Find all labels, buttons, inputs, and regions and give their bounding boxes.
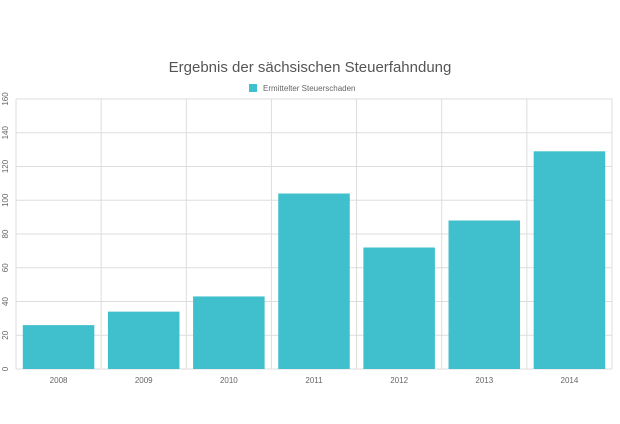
y-tick-label: 100 bbox=[1, 193, 10, 207]
y-tick-label: 80 bbox=[1, 229, 10, 238]
bar bbox=[107, 311, 180, 369]
chart-title: Ergebnis der sächsischen Steuerfahndung bbox=[169, 59, 452, 76]
legend-swatch bbox=[249, 84, 257, 92]
bar bbox=[278, 193, 350, 369]
x-tick-label: 2012 bbox=[390, 376, 408, 385]
y-tick-label: 40 bbox=[1, 297, 10, 306]
y-tick-label: 120 bbox=[1, 159, 10, 173]
bar bbox=[193, 296, 265, 369]
y-tick-label: 60 bbox=[1, 263, 10, 272]
bar bbox=[448, 220, 521, 369]
x-tick-label: 2014 bbox=[561, 376, 579, 385]
legend-label: Ermittelter Steuerschaden bbox=[263, 84, 356, 93]
y-tick-label: 20 bbox=[1, 330, 10, 339]
x-tick-label: 2009 bbox=[135, 376, 153, 385]
bar bbox=[533, 151, 606, 369]
y-tick-label: 160 bbox=[1, 92, 10, 106]
y-tick-label: 140 bbox=[1, 126, 10, 140]
x-tick-label: 2010 bbox=[220, 376, 238, 385]
bar bbox=[22, 325, 95, 369]
y-tick-label: 0 bbox=[1, 366, 10, 371]
x-tick-label: 2008 bbox=[50, 376, 68, 385]
bar bbox=[363, 247, 435, 369]
x-tick-label: 2011 bbox=[305, 376, 323, 385]
x-tick-label: 2013 bbox=[475, 376, 493, 385]
